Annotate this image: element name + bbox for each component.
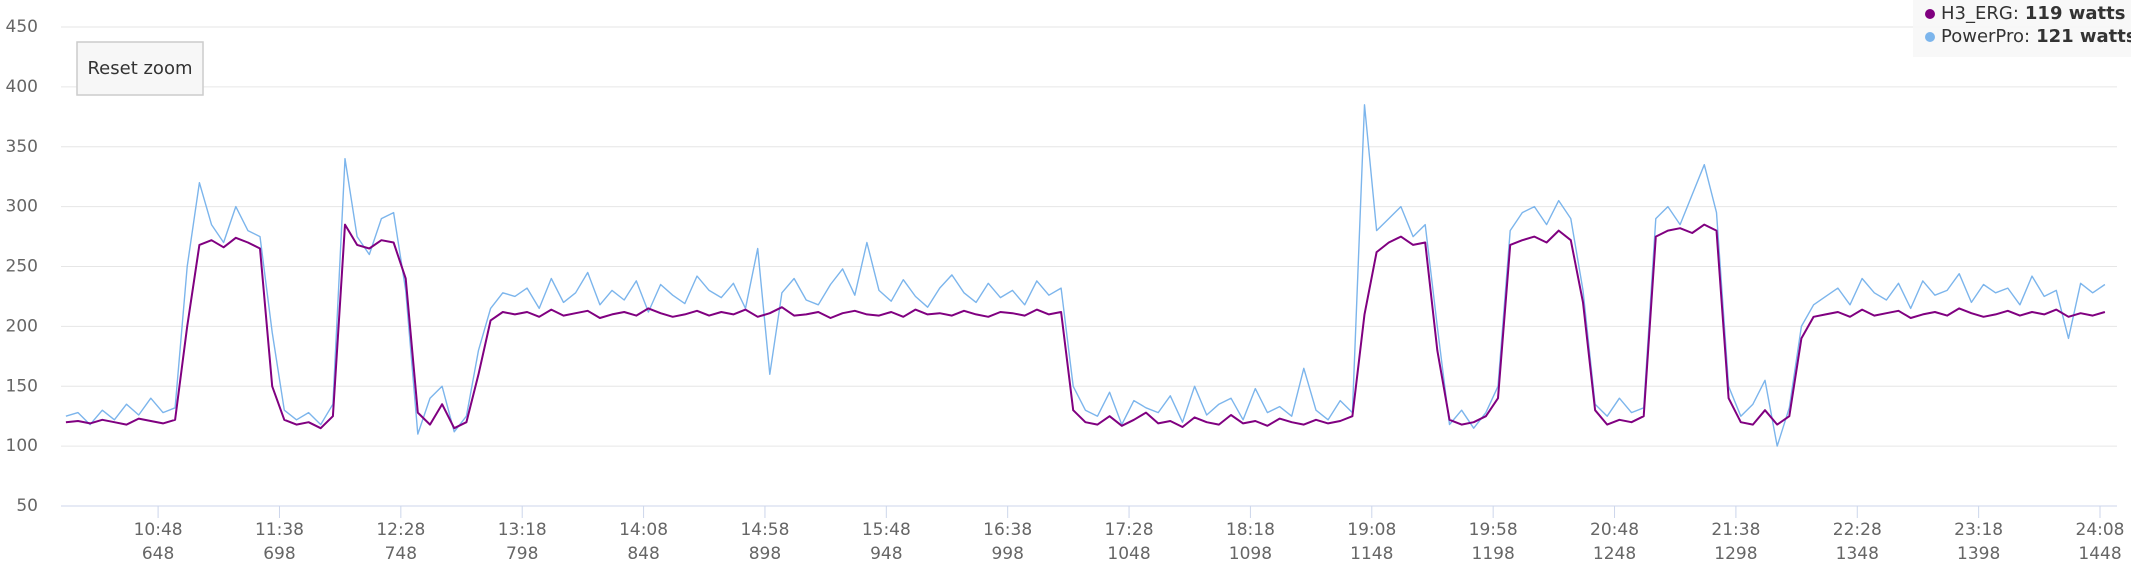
reset-zoom-button[interactable]: Reset zoom bbox=[76, 41, 204, 96]
x-tick-value: 1398 bbox=[1957, 544, 2000, 564]
y-tick-label: 250 bbox=[6, 257, 38, 277]
x-tick-label: 14:08 bbox=[619, 520, 668, 540]
x-tick-value: 1098 bbox=[1229, 544, 1272, 564]
x-tick-value: 1448 bbox=[2078, 544, 2121, 564]
x-tick-label: 18:18 bbox=[1226, 520, 1275, 540]
y-tick-label: 150 bbox=[6, 376, 38, 396]
x-tick-value: 898 bbox=[749, 544, 781, 564]
y-tick-label: 200 bbox=[6, 316, 38, 336]
x-tick-label: 14:58 bbox=[740, 520, 789, 540]
x-tick-value: 1248 bbox=[1593, 544, 1636, 564]
x-tick-value: 698 bbox=[263, 544, 295, 564]
x-tick-label: 10:48 bbox=[134, 520, 183, 540]
x-tick-label: 17:28 bbox=[1105, 520, 1154, 540]
x-tick-value: 1298 bbox=[1714, 544, 1757, 564]
x-tick-label: 15:48 bbox=[862, 520, 911, 540]
x-tick-label: 16:38 bbox=[983, 520, 1032, 540]
x-tick-value: 798 bbox=[506, 544, 538, 564]
x-tick-label: 19:08 bbox=[1347, 520, 1396, 540]
y-tick-label: 100 bbox=[6, 436, 38, 456]
button-box bbox=[76, 41, 204, 96]
x-tick-value: 648 bbox=[142, 544, 174, 564]
x-tick-label: 20:48 bbox=[1590, 520, 1639, 540]
x-tick-label: 12:28 bbox=[376, 520, 425, 540]
y-tick-label: 400 bbox=[6, 77, 38, 97]
x-tick-label: 21:38 bbox=[1711, 520, 1760, 540]
y-tick-label: 450 bbox=[6, 17, 38, 37]
y-tick-label: 350 bbox=[6, 137, 38, 157]
x-tick-value: 948 bbox=[870, 544, 902, 564]
series-line bbox=[65, 223, 2106, 430]
x-tick-value: 848 bbox=[627, 544, 659, 564]
x-tick-value: 998 bbox=[991, 544, 1023, 564]
x-tick-value: 1348 bbox=[1836, 544, 1879, 564]
x-tick-label: 19:58 bbox=[1469, 520, 1518, 540]
y-tick-label: 50 bbox=[16, 496, 38, 516]
x-tick-label: 13:18 bbox=[498, 520, 547, 540]
x-tick-label: 24:08 bbox=[2076, 520, 2125, 540]
legend-value: 121 watts bbox=[2036, 26, 2131, 47]
legend-marker bbox=[1925, 9, 1935, 19]
x-tick-value: 1048 bbox=[1107, 544, 1150, 564]
series-line bbox=[65, 104, 2106, 447]
legend-entry: H3_ERG: 119 watts bbox=[1941, 3, 2125, 24]
legend-separator: : bbox=[2024, 26, 2030, 47]
legend-name: H3_ERG bbox=[1941, 3, 2013, 24]
x-tick-value: 748 bbox=[385, 544, 417, 564]
button-label: Reset zoom bbox=[87, 58, 192, 79]
legend-marker bbox=[1925, 32, 1935, 42]
x-tick-label: 23:18 bbox=[1954, 520, 2003, 540]
legend-name: PowerPro bbox=[1941, 26, 2024, 47]
y-tick-label: 300 bbox=[6, 197, 38, 217]
legend-separator: : bbox=[2013, 3, 2019, 24]
legend-entry: PowerPro: 121 watts bbox=[1941, 26, 2131, 47]
x-tick-label: 22:28 bbox=[1833, 520, 1882, 540]
x-tick-value: 1148 bbox=[1350, 544, 1393, 564]
x-tick-label: 11:38 bbox=[255, 520, 304, 540]
legend-box bbox=[1913, 0, 2131, 57]
legend-value: 119 watts bbox=[2025, 3, 2126, 24]
x-tick-value: 1198 bbox=[1472, 544, 1515, 564]
